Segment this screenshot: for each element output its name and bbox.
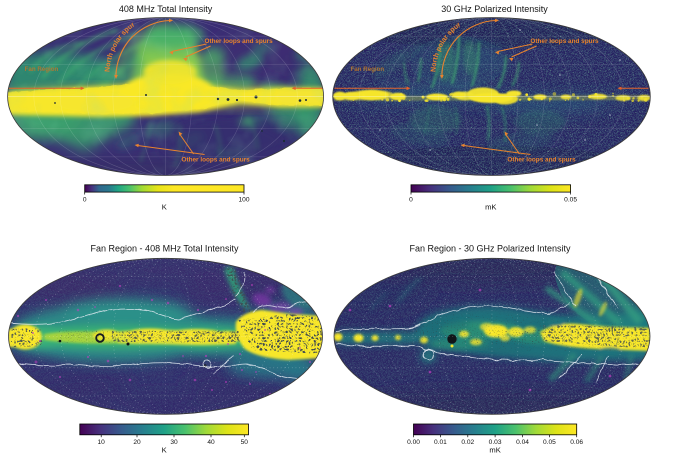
svg-text:30: 30 [170,439,178,446]
svg-text:100: 100 [238,196,249,203]
svg-text:Other loops and spurs: Other loops and spurs [205,38,274,45]
svg-text:Other loops and spurs: Other loops and spurs [507,157,576,164]
svg-text:mK: mK [485,203,496,212]
svg-text:40: 40 [207,439,215,446]
svg-text:0: 0 [83,196,87,203]
svg-text:Other loops and spurs: Other loops and spurs [530,38,599,45]
svg-text:0.05: 0.05 [543,439,556,446]
svg-text:K: K [162,445,167,454]
svg-text:0.01: 0.01 [434,439,447,446]
svg-text:Fan Region: Fan Region [351,66,385,73]
svg-text:0.06: 0.06 [570,439,583,446]
svg-text:Fan Region - 30 GHz Polarized: Fan Region - 30 GHz Polarized Intensity [409,243,571,253]
svg-text:0.05: 0.05 [564,196,577,203]
svg-text:0.03: 0.03 [489,439,502,446]
svg-text:0: 0 [409,196,413,203]
svg-text:408 MHz Total Intensity: 408 MHz Total Intensity [119,4,213,14]
svg-text:20: 20 [133,439,141,446]
svg-text:50: 50 [241,439,249,446]
svg-text:0.00: 0.00 [407,439,420,446]
svg-text:Fan Region - 408 MHz Total Int: Fan Region - 408 MHz Total Intensity [91,243,239,253]
svg-text:K: K [162,203,167,212]
svg-text:0.02: 0.02 [461,439,474,446]
svg-text:mK: mK [489,445,500,454]
svg-text:0.04: 0.04 [516,439,529,446]
svg-text:Fan Region: Fan Region [25,66,59,73]
svg-text:Other loops and spurs: Other loops and spurs [182,157,251,164]
svg-text:30 GHz Polarized Intensity: 30 GHz Polarized Intensity [441,4,548,14]
svg-text:10: 10 [98,439,106,446]
